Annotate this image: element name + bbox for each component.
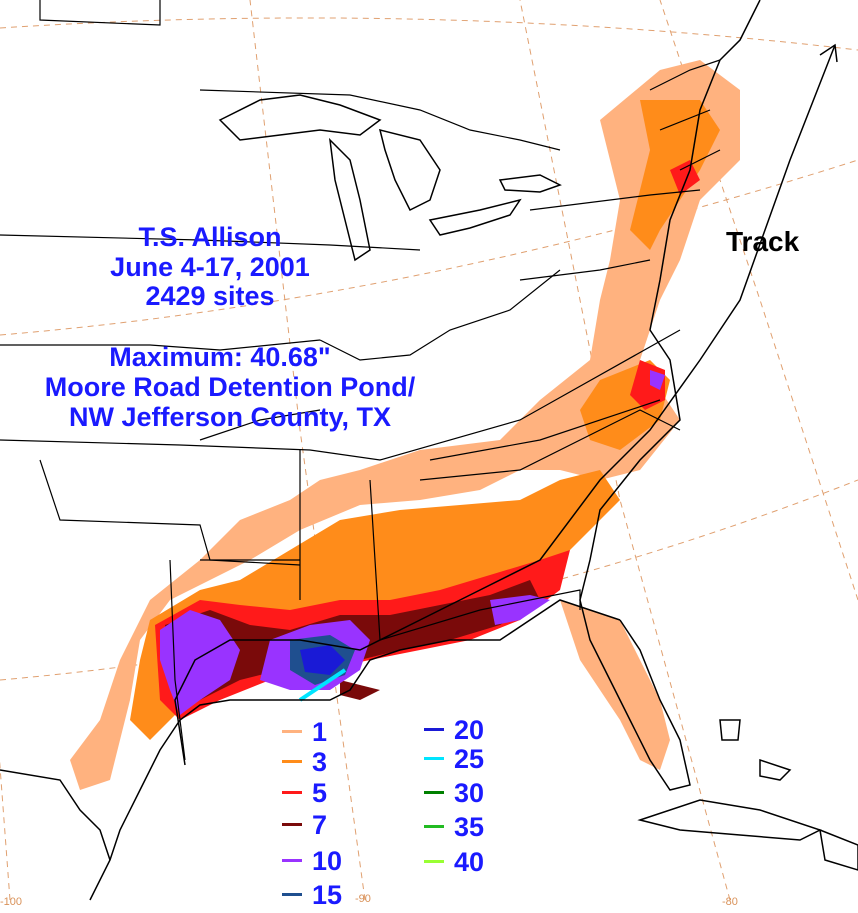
legend-item-1: 1 bbox=[282, 718, 402, 746]
great-lakes-erie bbox=[428, 198, 522, 236]
track-label: Track bbox=[726, 226, 800, 257]
border-ne-states bbox=[649, 59, 721, 171]
border-canada-us bbox=[39, 0, 561, 151]
mexico-coast bbox=[0, 769, 111, 861]
site-count: 2429 sites bbox=[145, 281, 275, 311]
legend-value: 7 bbox=[312, 810, 328, 840]
storm-track-arrowhead bbox=[819, 43, 838, 63]
legend-swatch bbox=[424, 791, 444, 794]
legend-value: 20 bbox=[454, 715, 485, 745]
legend-item-7: 7 bbox=[282, 811, 402, 839]
legend-swatch bbox=[424, 860, 444, 863]
border-ky-tn bbox=[199, 409, 321, 441]
legend-item-20: 20 bbox=[424, 716, 544, 744]
legend-swatch bbox=[282, 730, 302, 733]
maximum-value: Maximum: 40.68" bbox=[109, 342, 331, 372]
legend-value: 40 bbox=[454, 847, 485, 877]
political-borders bbox=[0, 0, 721, 761]
legend-value: 30 bbox=[454, 778, 485, 808]
storm-track bbox=[174, 43, 838, 766]
legend-value: 10 bbox=[312, 846, 343, 876]
legend-item-25: 25 bbox=[424, 745, 544, 773]
cuba bbox=[637, 799, 822, 841]
legend-item-40: 40 bbox=[424, 848, 544, 876]
great-lakes-huron bbox=[378, 128, 441, 212]
hispaniola bbox=[819, 828, 858, 871]
legend-value: 1 bbox=[312, 717, 328, 747]
graticule-lat-2 bbox=[0, 159, 858, 336]
gulf-coast bbox=[89, 599, 621, 901]
legend-item-10: 10 bbox=[282, 847, 402, 875]
border-ms-al bbox=[299, 450, 381, 641]
atlantic-coast bbox=[579, 0, 761, 791]
great-lakes-michigan bbox=[328, 137, 371, 262]
maximum-location-line1: Moore Road Detention Pond/ bbox=[44, 372, 416, 402]
legend-value: 15 bbox=[312, 880, 343, 910]
legend-swatch bbox=[424, 825, 444, 828]
border-central-2 bbox=[0, 329, 681, 461]
border-nc-sc bbox=[419, 409, 681, 481]
legend-swatch bbox=[424, 728, 444, 731]
legend-item-30: 30 bbox=[424, 779, 544, 807]
great-lakes-ontario bbox=[498, 174, 562, 193]
longitude-label-100: -100 bbox=[0, 896, 23, 908]
border-central-1 bbox=[0, 339, 321, 351]
legend-value: 35 bbox=[454, 812, 485, 842]
legend-swatch bbox=[424, 757, 444, 760]
graticule-lon-100 bbox=[0, 759, 11, 901]
longitude-label-80: -80 bbox=[722, 896, 738, 908]
border-northern-states bbox=[0, 234, 421, 251]
legend-value: 3 bbox=[312, 747, 328, 777]
border-mid-atlantic bbox=[519, 189, 701, 281]
graticule-lon-90 bbox=[249, 0, 366, 901]
maximum-location-line2: NW Jefferson County, TX bbox=[68, 402, 391, 432]
border-tx-la bbox=[169, 559, 186, 761]
storm-name: T.S. Allison bbox=[138, 222, 282, 252]
legend-value: 5 bbox=[312, 778, 328, 808]
legend-swatch bbox=[282, 823, 302, 826]
border-va-nc bbox=[429, 399, 661, 461]
bahamas-2 bbox=[759, 758, 792, 781]
legend-swatch bbox=[282, 859, 302, 862]
legend-item-35: 35 bbox=[424, 813, 544, 841]
rain-25in bbox=[298, 668, 347, 702]
legend-swatch bbox=[282, 791, 302, 794]
longitude-label-90: -90 bbox=[355, 893, 371, 905]
legend-swatch bbox=[282, 760, 302, 763]
legend-swatch bbox=[282, 893, 302, 896]
great-lakes-superior bbox=[218, 94, 382, 141]
legend-item-5: 5 bbox=[282, 779, 402, 807]
border-south-1 bbox=[39, 459, 301, 566]
storm-track-line bbox=[174, 44, 836, 766]
rain-20in bbox=[300, 645, 345, 675]
legend-item-3: 3 bbox=[282, 748, 402, 776]
legend-item-15: 15 bbox=[282, 881, 402, 909]
graticule-lat-1 bbox=[0, 17, 858, 51]
bahamas-1 bbox=[719, 719, 741, 741]
legend-value: 25 bbox=[454, 744, 485, 774]
border-ohio-river bbox=[319, 269, 561, 361]
storm-dates: June 4-17, 2001 bbox=[110, 252, 310, 282]
